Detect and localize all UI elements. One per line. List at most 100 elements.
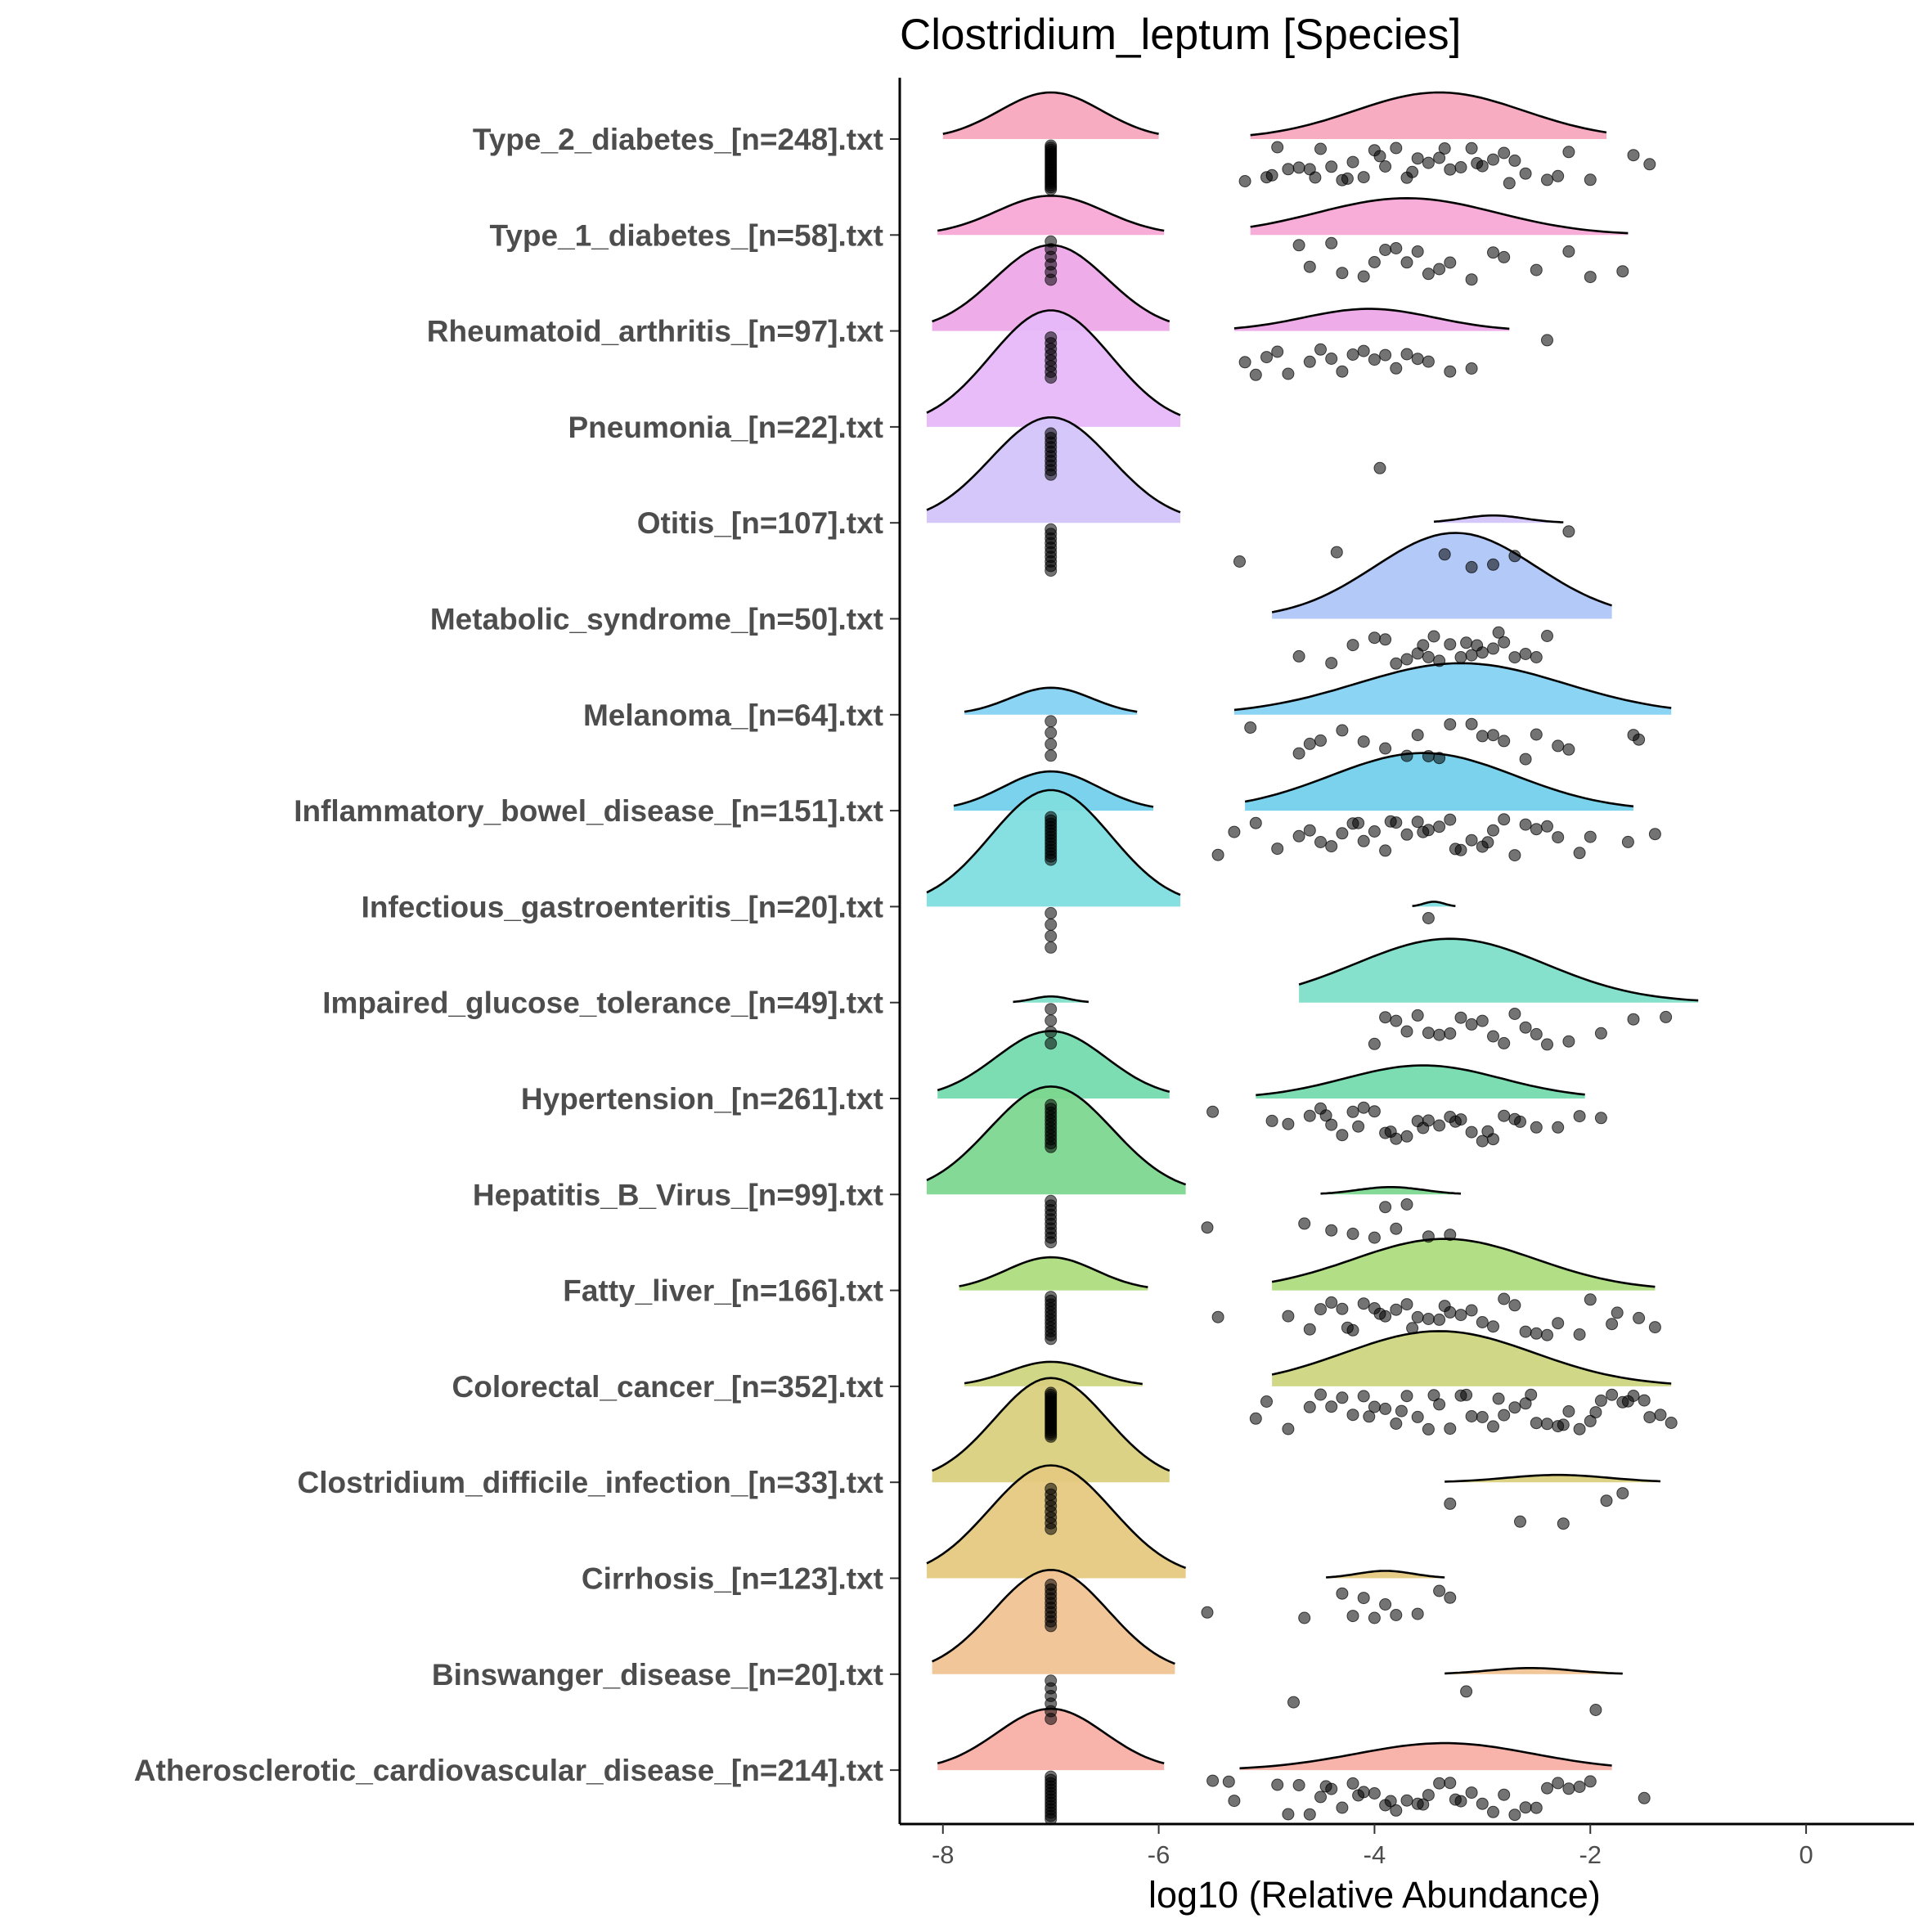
- category-label: Fatty_liver_[n=166].txt: [563, 1274, 883, 1308]
- data-point: [1384, 1795, 1397, 1808]
- data-point: [1346, 1105, 1359, 1118]
- data-point: [1422, 355, 1435, 368]
- data-point: [1352, 1120, 1365, 1133]
- data-point: [1552, 169, 1565, 182]
- data-point: [1390, 1804, 1403, 1817]
- data-point: [1643, 1411, 1656, 1424]
- data-point: [1460, 1685, 1473, 1698]
- data-point: [1498, 250, 1511, 263]
- data-point: [1552, 739, 1565, 753]
- data-point: [1282, 163, 1295, 176]
- data-point: [1379, 1201, 1392, 1214]
- density-zero-outline: [932, 1569, 1175, 1665]
- category-label: Colorectal_cancer_[n=352].txt: [452, 1370, 884, 1404]
- data-point: [1265, 1114, 1278, 1127]
- data-point: [1454, 651, 1467, 663]
- density-zero-outline: [932, 1377, 1170, 1472]
- zero-point: [1045, 1140, 1058, 1153]
- data-point: [1373, 461, 1386, 474]
- data-point: [1352, 1789, 1365, 1802]
- data-point: [1600, 1494, 1613, 1507]
- data-point: [1411, 353, 1424, 366]
- data-point: [1594, 1112, 1607, 1125]
- data-point: [1341, 172, 1354, 185]
- data-point: [1519, 818, 1532, 831]
- data-point: [1562, 146, 1575, 159]
- data-point: [1260, 351, 1273, 364]
- data-point: [1541, 1328, 1553, 1341]
- data-point: [1271, 345, 1284, 358]
- data-point: [1444, 718, 1457, 731]
- data-point: [1530, 263, 1543, 276]
- category-label: Clostridium_difficile_infection_[n=33].t…: [298, 1466, 883, 1499]
- density-zero-outline: [926, 1085, 1187, 1186]
- data-point: [1400, 1390, 1413, 1403]
- data-point: [1573, 1110, 1586, 1123]
- data-point: [1336, 267, 1349, 280]
- zero-point: [1045, 468, 1058, 481]
- data-point: [1552, 831, 1565, 844]
- data-point: [1508, 1008, 1521, 1020]
- data-point: [1422, 750, 1435, 762]
- data-point: [1373, 1307, 1386, 1320]
- data-point: [1541, 173, 1553, 186]
- category-label: Otitis_[n=107].txt: [637, 506, 883, 540]
- density-nonzero-fill: [1233, 663, 1672, 715]
- data-point: [1336, 1391, 1349, 1404]
- data-point: [1346, 639, 1359, 652]
- density-nonzero-outline: [1445, 1473, 1661, 1483]
- data-point: [1594, 1027, 1607, 1040]
- density-zero-fill: [942, 92, 1159, 139]
- data-point: [1444, 256, 1457, 269]
- density-nonzero-outline: [1412, 901, 1456, 907]
- data-point: [1379, 348, 1392, 362]
- data-point: [1573, 1422, 1586, 1436]
- data-point: [1465, 362, 1478, 375]
- data-point: [1433, 654, 1446, 667]
- data-point: [1411, 152, 1424, 165]
- data-point: [1395, 1404, 1408, 1418]
- data-point: [1454, 1309, 1467, 1322]
- data-point: [1422, 1313, 1435, 1325]
- data-point: [1368, 1037, 1381, 1050]
- data-point: [1314, 1388, 1327, 1401]
- density-zero-fill: [937, 195, 1165, 236]
- data-point: [1449, 1793, 1462, 1806]
- data-point: [1303, 260, 1316, 273]
- data-point: [1589, 1406, 1602, 1419]
- data-point: [1562, 1035, 1575, 1048]
- x-tick-label: -4: [1364, 1840, 1386, 1869]
- data-point: [1465, 273, 1478, 286]
- data-point: [1336, 724, 1349, 737]
- density-nonzero-fill: [1412, 901, 1456, 907]
- density-zero-outline: [942, 91, 1159, 135]
- data-point: [1648, 828, 1661, 841]
- density-nonzero-fill: [1434, 515, 1564, 523]
- data-point: [1346, 155, 1359, 168]
- data-point: [1460, 636, 1473, 649]
- data-point: [1465, 717, 1478, 730]
- data-point: [1552, 1317, 1565, 1330]
- data-point: [1422, 156, 1435, 169]
- data-point: [1616, 265, 1629, 278]
- data-point: [1336, 365, 1349, 378]
- data-point: [1433, 1584, 1446, 1597]
- data-point: [1422, 1027, 1435, 1040]
- data-point: [1433, 151, 1446, 164]
- data-point: [1541, 820, 1553, 833]
- density-nonzero-fill: [1239, 1743, 1612, 1771]
- data-point: [1530, 1121, 1543, 1134]
- data-point: [1422, 1230, 1435, 1243]
- data-point: [1633, 1311, 1646, 1324]
- density-zero-outline: [926, 309, 1181, 416]
- density-zero-outline: [964, 1360, 1143, 1386]
- data-point: [1530, 1027, 1543, 1040]
- density-zero-fill: [959, 1257, 1148, 1291]
- zero-point: [1045, 273, 1058, 286]
- data-point: [1282, 1310, 1295, 1323]
- data-point: [1465, 1126, 1478, 1139]
- data-point: [1206, 1105, 1220, 1118]
- data-point: [1444, 638, 1457, 651]
- data-point: [1400, 1198, 1413, 1211]
- data-point: [1400, 1130, 1413, 1143]
